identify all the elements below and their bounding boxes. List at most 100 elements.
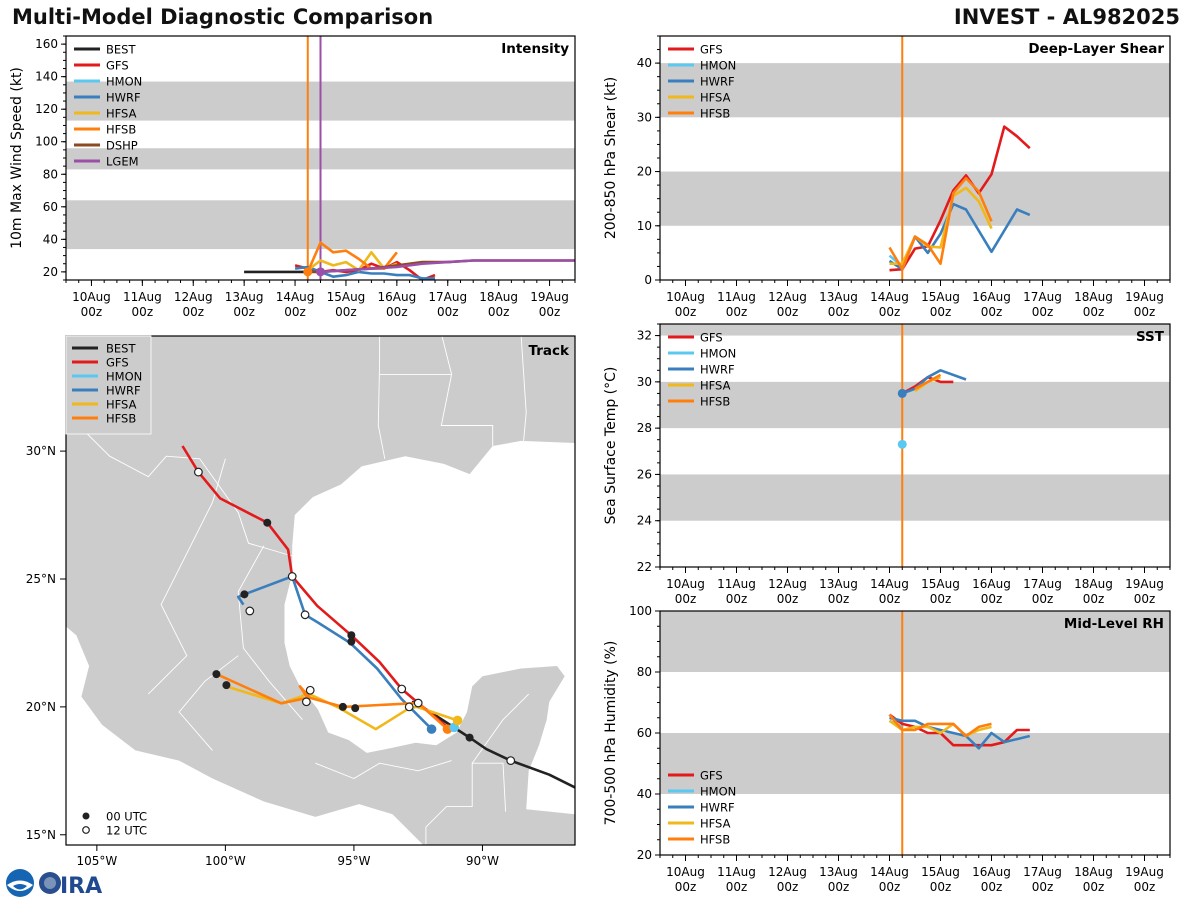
panel-intensity: 2040608010012014016010Aug00z11Aug00z12Au…	[9, 35, 576, 319]
x-tick-label-hour: 00z	[437, 305, 459, 319]
x-tick-label-date: 19Aug	[1125, 290, 1164, 304]
track-point-12utc	[287, 572, 297, 581]
x-tick-label-date: 18Aug	[1074, 290, 1113, 304]
x-tick-label-hour: 00z	[828, 592, 850, 606]
marker-legend-label: 00 UTC	[106, 810, 147, 824]
x-tick-label-date: 11Aug	[123, 290, 162, 304]
x-tick-label-date: 19Aug	[530, 290, 569, 304]
threshold-band	[660, 474, 1170, 521]
plot-area-sst	[660, 324, 1170, 567]
border-line	[425, 762, 507, 845]
legend-label: BEST	[106, 43, 136, 57]
y-tick-label: 0	[644, 273, 652, 287]
x-tick-label-date: 14Aug	[870, 577, 909, 591]
legend-label: HWRF	[106, 384, 141, 398]
x-tick-label-date: 15Aug	[327, 290, 366, 304]
x-tick-label-date: 17Aug	[1023, 290, 1062, 304]
track-line-hfsb	[215, 672, 449, 731]
lon-tick-label: 105°W	[76, 854, 117, 868]
noaa-logo-icon	[6, 869, 34, 897]
x-tick-label-date: 15Aug	[921, 577, 960, 591]
y-tick-label: 30	[637, 375, 652, 389]
legend-label: GFS	[106, 356, 129, 370]
marker-hfsb	[303, 267, 313, 277]
x-tick-label-date: 16Aug	[972, 577, 1011, 591]
legend-label: HFSB	[106, 123, 136, 137]
x-tick-label-hour: 00z	[828, 880, 850, 894]
x-tick-label-hour: 00z	[386, 305, 408, 319]
series-line-hfsb	[888, 176, 993, 271]
track-point-00utc	[222, 681, 231, 690]
panel-sst: 22242628303210Aug00z11Aug00z12Aug00z13Au…	[603, 323, 1171, 606]
y-tick-label: 100	[629, 604, 652, 618]
x-tick-label-date: 18Aug	[1074, 865, 1113, 879]
x-tick-label-date: 13Aug	[225, 290, 264, 304]
y-tick-label: 32	[637, 329, 652, 343]
legend-label: GFS	[700, 769, 723, 783]
track-point-00utc	[212, 670, 221, 679]
border-line	[440, 336, 494, 446]
track-point-00utc	[338, 702, 347, 711]
x-tick-label-hour: 00z	[675, 592, 697, 606]
figure-title: Multi-Model Diagnostic Comparison	[12, 5, 434, 29]
series-line-hfsb	[914, 373, 942, 390]
plot-area-intensity	[66, 36, 575, 280]
x-tick-label-hour: 00z	[539, 305, 561, 319]
track-point-12utc	[404, 702, 414, 712]
x-tick-label-hour: 00z	[335, 305, 357, 319]
legend-label: HWRF	[700, 363, 735, 377]
x-tick-label-hour: 00z	[777, 305, 799, 319]
x-tick-label-hour: 00z	[233, 305, 255, 319]
legend: BEST GFS HMON HWRF HFSA HFSB DSHP LGEM	[74, 43, 142, 169]
border-line	[237, 545, 303, 720]
plot-area-rh	[660, 611, 1170, 855]
cira-logo-icon: IRA	[39, 872, 102, 898]
lat-tick-label: 20°N	[26, 700, 56, 714]
y-axis-label: Sea Surface Temp (°C)	[603, 367, 619, 525]
threshold-band	[660, 611, 1170, 672]
x-tick-label-date: 16Aug	[972, 290, 1011, 304]
series-line-hwrf	[901, 368, 967, 395]
marker-hmon	[897, 439, 907, 449]
track-point-12utc	[305, 685, 315, 695]
y-tick-label: 22	[637, 560, 652, 574]
x-tick-label-date: 17Aug	[428, 290, 467, 304]
x-tick-label-hour: 00z	[879, 880, 901, 894]
legend-label: HFSB	[106, 412, 136, 426]
track-point-12utc	[245, 606, 255, 616]
x-tick-label-hour: 00z	[488, 305, 510, 319]
panel-title: SST	[1136, 329, 1165, 345]
legend-label: HMON	[700, 347, 736, 361]
legend: GFS HMON HWRF HFSA HFSB	[668, 43, 736, 121]
panel-title: Track	[529, 343, 570, 359]
lon-tick-label: 100°W	[205, 854, 246, 868]
y-tick-label: 40	[43, 232, 58, 246]
series-line-hfsb	[888, 713, 992, 738]
y-tick-label: 26	[637, 467, 652, 481]
y-tick-label: 80	[43, 167, 58, 181]
x-tick-label-hour: 00z	[726, 305, 748, 319]
legend-label: HFSB	[700, 833, 730, 847]
series-line-lgem	[320, 259, 575, 274]
y-tick-label: 160	[35, 37, 58, 51]
x-tick-label-date: 11Aug	[717, 865, 756, 879]
legend-label: HWRF	[106, 91, 141, 105]
track-point-00utc	[351, 704, 360, 713]
threshold-band	[660, 324, 1170, 336]
legend-label: HFSA	[700, 817, 731, 831]
legend-label: BEST	[106, 342, 136, 356]
x-tick-label-date: 10Aug	[666, 577, 705, 591]
x-tick-label-date: 15Aug	[921, 290, 960, 304]
legend-label: GFS	[700, 331, 723, 345]
legend: GFS HMON HWRF HFSA HFSB	[668, 769, 736, 847]
x-tick-label-hour: 00z	[1032, 592, 1054, 606]
border-line	[178, 655, 239, 751]
x-tick-label-date: 16Aug	[972, 865, 1011, 879]
threshold-band	[660, 171, 1170, 226]
lat-tick-label: 30°N	[26, 444, 56, 458]
y-axis-label: 10m Max Wind Speed (kt)	[9, 67, 25, 249]
x-tick-label-date: 13Aug	[819, 577, 858, 591]
x-tick-label-date: 17Aug	[1023, 577, 1062, 591]
legend-12utc-icon	[82, 826, 90, 834]
